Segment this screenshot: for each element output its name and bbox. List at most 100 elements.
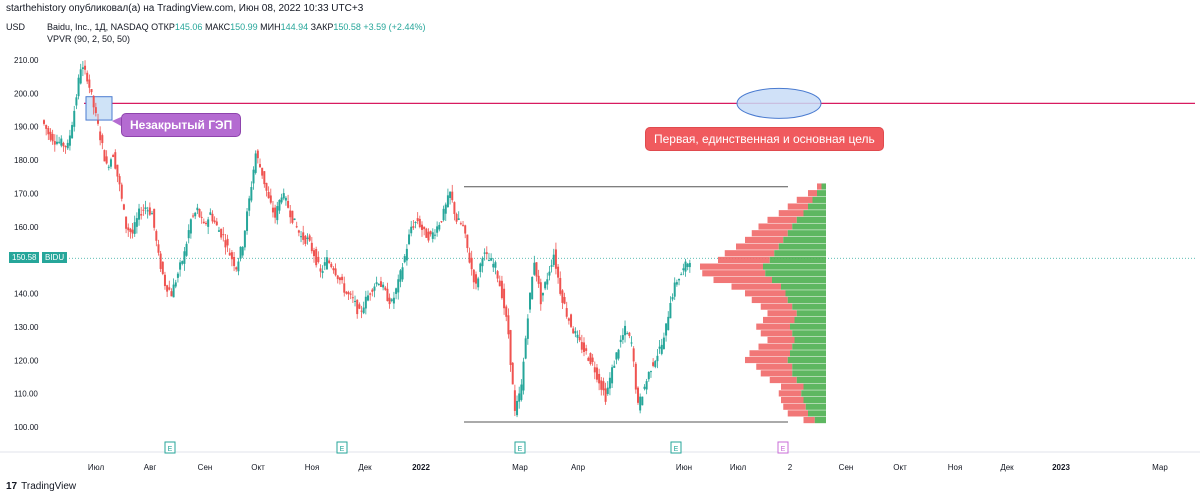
symbol-name[interactable]: Baidu, Inc., 1Д, NASDAQ bbox=[47, 22, 149, 32]
vp-bar-buy bbox=[803, 210, 826, 217]
candle-body bbox=[433, 234, 436, 236]
candle-body bbox=[563, 297, 566, 304]
vp-bar-sell bbox=[731, 283, 781, 290]
x-tick-label: Июн bbox=[676, 463, 692, 472]
vp-bar-buy bbox=[817, 190, 826, 197]
target-annotation[interactable]: Первая, единственная и основная цель bbox=[645, 127, 884, 151]
vp-bar-buy bbox=[796, 310, 826, 317]
candle-body bbox=[423, 226, 426, 230]
vp-bar-buy bbox=[778, 243, 826, 250]
candle-body bbox=[341, 276, 344, 281]
indicator-legend[interactable]: VPVR (90, 2, 50, 50) bbox=[47, 34, 131, 44]
vp-bar-sell bbox=[763, 316, 795, 324]
earnings-marker bbox=[777, 441, 789, 454]
candle-body bbox=[84, 65, 87, 70]
vp-bar-buy bbox=[790, 350, 826, 357]
candle-body bbox=[53, 141, 56, 145]
candle-body bbox=[278, 199, 281, 211]
earnings-marker-label: E bbox=[340, 446, 345, 453]
candle-body bbox=[688, 262, 691, 268]
candle-body bbox=[436, 226, 439, 233]
candle-body bbox=[313, 250, 315, 257]
candle-body bbox=[116, 164, 119, 177]
vp-bar-sell bbox=[736, 243, 779, 250]
candle-body bbox=[153, 208, 156, 228]
currency-label: USD bbox=[6, 22, 26, 32]
vp-bar-sell bbox=[778, 390, 802, 397]
candle-body bbox=[166, 285, 169, 292]
gap-box bbox=[85, 96, 113, 121]
candle-body bbox=[211, 213, 214, 222]
candle-body bbox=[414, 222, 417, 224]
vp-bar-buy bbox=[785, 290, 826, 297]
vp-bar-sell bbox=[787, 203, 808, 210]
vp-bar-sell bbox=[758, 223, 793, 230]
candle-body bbox=[243, 230, 246, 248]
candle-body bbox=[209, 212, 212, 215]
vp-bar-buy bbox=[796, 216, 826, 223]
open-value: 145.06 bbox=[174, 22, 203, 32]
candle-body bbox=[345, 291, 348, 294]
candle-body bbox=[608, 377, 611, 389]
candle-body bbox=[511, 362, 514, 385]
candle-body bbox=[459, 223, 462, 225]
candle-body bbox=[192, 215, 195, 217]
vp-bar-sell bbox=[756, 363, 793, 370]
candle-body bbox=[334, 268, 337, 276]
candle-body bbox=[548, 271, 551, 276]
candle-body bbox=[449, 191, 452, 199]
candle-body bbox=[595, 367, 598, 380]
candle-body bbox=[135, 218, 138, 227]
vp-bar-buy bbox=[774, 250, 826, 257]
tradingview-logo-icon: 17 bbox=[6, 481, 18, 492]
candle-body bbox=[217, 230, 220, 232]
candle-body bbox=[580, 342, 583, 350]
vp-bar-buy bbox=[805, 403, 826, 410]
candle-body bbox=[367, 295, 369, 301]
candle-body bbox=[71, 125, 74, 139]
y-tick-label: 140.00 bbox=[14, 290, 39, 299]
candle-body bbox=[351, 297, 354, 299]
candle-body bbox=[680, 274, 683, 276]
vp-bar-buy bbox=[792, 363, 826, 370]
candle-body bbox=[332, 268, 335, 271]
candle-body bbox=[539, 282, 542, 305]
candle-body bbox=[222, 234, 225, 236]
vp-bar-buy bbox=[801, 390, 826, 397]
vp-bar-sell bbox=[767, 310, 797, 317]
vp-bar-buy bbox=[814, 416, 826, 424]
candle-body bbox=[643, 386, 646, 389]
candle-body bbox=[598, 373, 601, 384]
x-tick-label: Ноя bbox=[948, 463, 963, 472]
candle-body bbox=[321, 271, 324, 273]
candle-body bbox=[127, 227, 130, 231]
candle-body bbox=[377, 283, 380, 285]
footer-brand[interactable]: TradingView bbox=[21, 481, 77, 492]
candle-body bbox=[440, 221, 443, 223]
candle-body bbox=[472, 269, 475, 283]
candle-body bbox=[509, 330, 512, 365]
candle-body bbox=[401, 267, 404, 280]
candle-body bbox=[99, 131, 102, 141]
candle-body bbox=[114, 152, 117, 169]
candle-body bbox=[630, 342, 633, 344]
candle-body bbox=[518, 393, 521, 402]
vp-bar-buy bbox=[794, 316, 826, 324]
candle-body bbox=[161, 261, 164, 274]
candle-body bbox=[604, 388, 607, 402]
candle-body bbox=[649, 371, 652, 373]
candle-body bbox=[379, 281, 382, 287]
candle-body bbox=[62, 142, 65, 147]
candle-body bbox=[468, 252, 471, 263]
candle-body bbox=[602, 381, 605, 391]
candle-body bbox=[522, 361, 525, 391]
candle-body bbox=[274, 207, 277, 218]
gap-annotation[interactable]: Незакрытый ГЭП bbox=[121, 113, 242, 137]
candle-body bbox=[280, 197, 283, 203]
candle-body bbox=[628, 332, 631, 336]
candle-body bbox=[500, 280, 503, 299]
candle-body bbox=[675, 282, 678, 285]
y-tick-label: 100.00 bbox=[14, 423, 39, 432]
candle-body bbox=[410, 226, 413, 234]
